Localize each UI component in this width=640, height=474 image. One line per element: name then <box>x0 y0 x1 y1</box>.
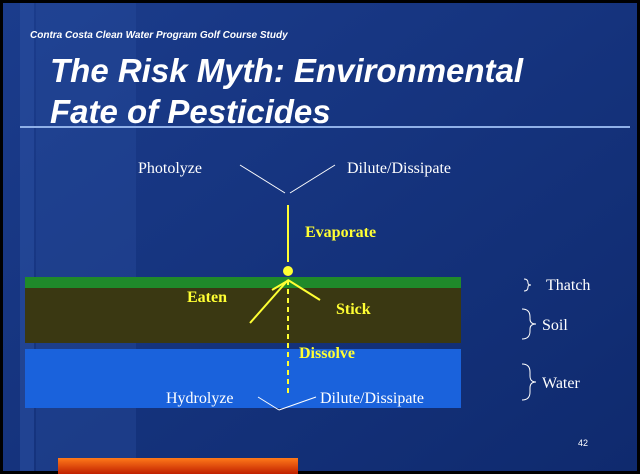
slide-number: 42 <box>578 438 588 448</box>
label: Dilute/Dissipate <box>347 160 451 177</box>
pesticide-dot <box>283 266 293 276</box>
accent-bar <box>58 458 298 474</box>
label: Evaporate <box>305 224 376 241</box>
layer-label: Soil <box>542 317 568 334</box>
label: Photolyze <box>138 160 202 177</box>
title-line: The Risk Myth: Environmental <box>50 52 524 89</box>
layer-label: Thatch <box>546 277 590 294</box>
label: Stick <box>336 301 371 318</box>
label: Hydrolyze <box>166 390 234 407</box>
header-text: Contra Costa Clean Water Program Golf Co… <box>30 30 288 41</box>
label: Dilute/Dissipate <box>320 390 424 407</box>
thatch-band <box>25 277 461 288</box>
page: {"header": {"subtitle": "Contra Costa Cl… <box>0 0 640 474</box>
title-line: Fate of Pesticides <box>50 93 331 130</box>
slide: Contra Costa Clean Water Program Golf Co… <box>0 0 640 474</box>
soil-band <box>25 288 461 343</box>
layer-label: Water <box>542 375 580 392</box>
label: Eaten <box>187 289 227 306</box>
label: Dissolve <box>299 345 355 362</box>
